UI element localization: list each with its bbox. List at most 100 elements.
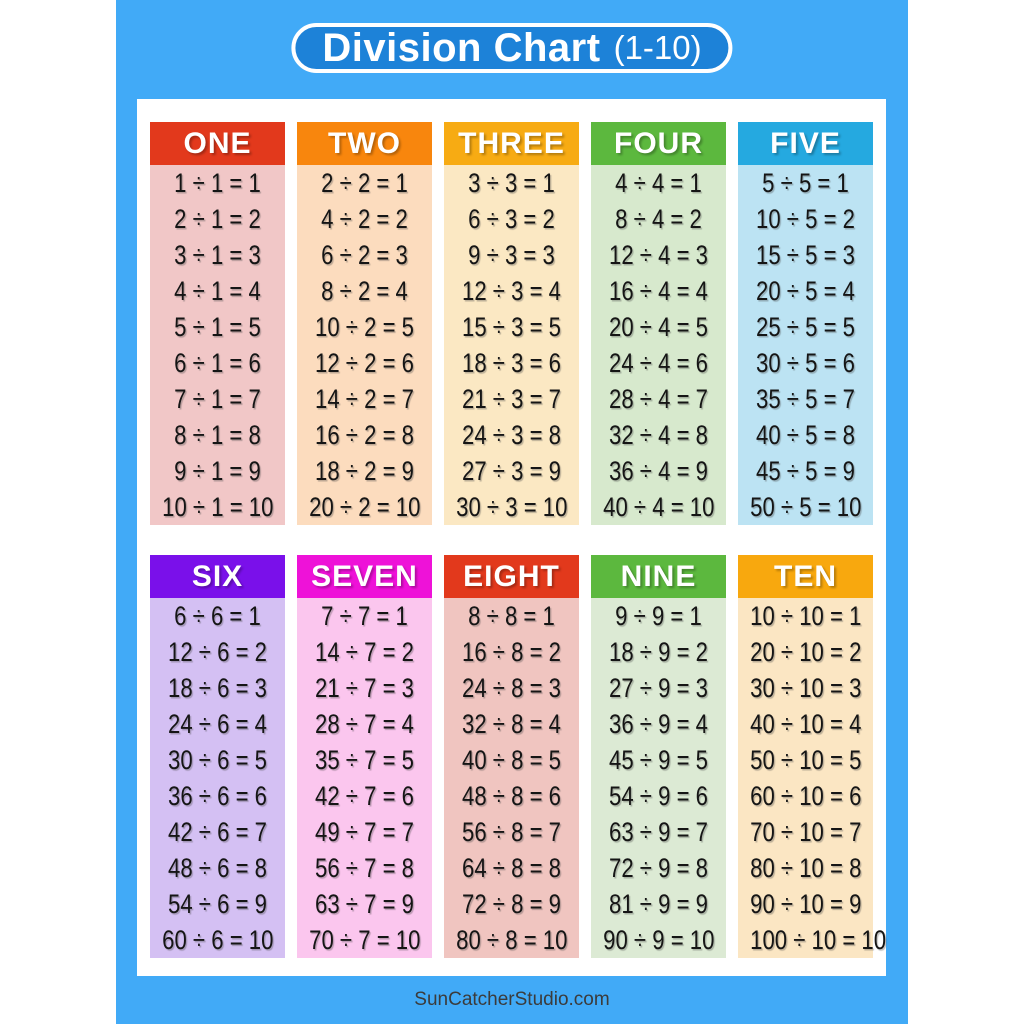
equation: 90 ÷ 10 = 9 bbox=[750, 889, 862, 919]
column-header: THREE bbox=[444, 122, 579, 165]
equation: 10 ÷ 10 = 1 bbox=[750, 601, 862, 631]
division-grid: ONE 1 ÷ 1 = 1 2 ÷ 1 = 2 3 ÷ 1 = 3 4 ÷ 1 = 4 5… bbox=[150, 122, 886, 958]
equation: 24 ÷ 6 = 4 bbox=[168, 709, 267, 739]
division-column-two: TWO 2 ÷ 2 = 1 4 ÷ 2 = 2 6 ÷ 2 = 3 8 ÷ 2 = 4 1… bbox=[297, 122, 432, 525]
equation: 28 ÷ 4 = 7 bbox=[609, 384, 708, 414]
column-body: 8 ÷ 8 = 1 16 ÷ 8 = 2 24 ÷ 8 = 3 32 ÷ 8 = 4 4… bbox=[444, 598, 579, 958]
title-banner: Division Chart (1-10) bbox=[291, 23, 733, 73]
equation: 6 ÷ 2 = 3 bbox=[321, 240, 408, 270]
equation: 12 ÷ 4 = 3 bbox=[609, 240, 708, 270]
equation: 12 ÷ 2 = 6 bbox=[315, 348, 414, 378]
equation: 28 ÷ 7 = 4 bbox=[315, 709, 414, 739]
division-column-ten: TEN 10 ÷ 10 = 1 20 ÷ 10 = 2 30 ÷ 10 = 3 40 ÷… bbox=[738, 555, 886, 958]
column-body: 4 ÷ 4 = 1 8 ÷ 4 = 2 12 ÷ 4 = 3 16 ÷ 4 = 4 20… bbox=[591, 165, 726, 525]
equation: 18 ÷ 6 = 3 bbox=[168, 673, 267, 703]
equation: 30 ÷ 5 = 6 bbox=[756, 348, 855, 378]
column-header: TEN bbox=[738, 555, 873, 598]
equation: 60 ÷ 10 = 6 bbox=[750, 781, 862, 811]
equation: 32 ÷ 4 = 8 bbox=[609, 420, 708, 450]
equation: 3 ÷ 3 = 1 bbox=[468, 168, 555, 198]
equation: 36 ÷ 9 = 4 bbox=[609, 709, 708, 739]
poster-title: Division Chart bbox=[322, 25, 601, 70]
column-header: FOUR bbox=[591, 122, 726, 165]
division-column-one: ONE 1 ÷ 1 = 1 2 ÷ 1 = 2 3 ÷ 1 = 3 4 ÷ 1 = 4 5… bbox=[150, 122, 285, 525]
equation: 1 ÷ 1 = 1 bbox=[174, 168, 261, 198]
equation: 4 ÷ 2 = 2 bbox=[321, 204, 408, 234]
equation: 15 ÷ 3 = 5 bbox=[462, 312, 561, 342]
equation: 20 ÷ 5 = 4 bbox=[756, 276, 855, 306]
equation: 50 ÷ 5 = 10 bbox=[750, 492, 862, 522]
column-header: SEVEN bbox=[297, 555, 432, 598]
division-column-six: SIX 6 ÷ 6 = 1 12 ÷ 6 = 2 18 ÷ 6 = 3 24 ÷ 6 =… bbox=[150, 555, 285, 958]
equation: 35 ÷ 7 = 5 bbox=[315, 745, 414, 775]
equation: 24 ÷ 4 = 6 bbox=[609, 348, 708, 378]
equation: 12 ÷ 6 = 2 bbox=[168, 637, 267, 667]
equation: 30 ÷ 10 = 3 bbox=[750, 673, 862, 703]
equation: 5 ÷ 5 = 1 bbox=[762, 168, 849, 198]
column-header: SIX bbox=[150, 555, 285, 598]
equation: 54 ÷ 9 = 6 bbox=[609, 781, 708, 811]
equation: 20 ÷ 2 = 10 bbox=[309, 492, 421, 522]
division-column-nine: NINE 9 ÷ 9 = 1 18 ÷ 9 = 2 27 ÷ 9 = 3 36 ÷ 9 … bbox=[591, 555, 726, 958]
equation: 2 ÷ 1 = 2 bbox=[174, 204, 261, 234]
equation: 48 ÷ 8 = 6 bbox=[462, 781, 561, 811]
column-body: 7 ÷ 7 = 1 14 ÷ 7 = 2 21 ÷ 7 = 3 28 ÷ 7 = 4 3… bbox=[297, 598, 432, 958]
equation: 8 ÷ 1 = 8 bbox=[174, 420, 261, 450]
equation: 12 ÷ 3 = 4 bbox=[462, 276, 561, 306]
equation: 80 ÷ 10 = 8 bbox=[750, 853, 862, 883]
equation: 4 ÷ 1 = 4 bbox=[174, 276, 261, 306]
equation: 45 ÷ 5 = 9 bbox=[756, 456, 855, 486]
column-body: 5 ÷ 5 = 1 10 ÷ 5 = 2 15 ÷ 5 = 3 20 ÷ 5 = 4 2… bbox=[738, 165, 873, 525]
equation: 63 ÷ 7 = 9 bbox=[315, 889, 414, 919]
equation: 6 ÷ 3 = 2 bbox=[468, 204, 555, 234]
equation: 30 ÷ 6 = 5 bbox=[168, 745, 267, 775]
equation: 6 ÷ 6 = 1 bbox=[174, 601, 261, 631]
equation: 36 ÷ 4 = 9 bbox=[609, 456, 708, 486]
equation: 30 ÷ 3 = 10 bbox=[456, 492, 568, 522]
equation: 81 ÷ 9 = 9 bbox=[609, 889, 708, 919]
equation: 24 ÷ 3 = 8 bbox=[462, 420, 561, 450]
division-column-four: FOUR 4 ÷ 4 = 1 8 ÷ 4 = 2 12 ÷ 4 = 3 16 ÷ 4 =… bbox=[591, 122, 726, 525]
division-column-three: THREE 3 ÷ 3 = 1 6 ÷ 3 = 2 9 ÷ 3 = 3 12 ÷ 3 =… bbox=[444, 122, 579, 525]
equation: 20 ÷ 4 = 5 bbox=[609, 312, 708, 342]
division-column-eight: EIGHT 8 ÷ 8 = 1 16 ÷ 8 = 2 24 ÷ 8 = 3 32 ÷ 8… bbox=[444, 555, 579, 958]
column-body: 6 ÷ 6 = 1 12 ÷ 6 = 2 18 ÷ 6 = 3 24 ÷ 6 = 4 3… bbox=[150, 598, 285, 958]
equation: 56 ÷ 8 = 7 bbox=[462, 817, 561, 847]
column-header: NINE bbox=[591, 555, 726, 598]
equation: 15 ÷ 5 = 3 bbox=[756, 240, 855, 270]
division-poster: Division Chart (1-10) ONE 1 ÷ 1 = 1 2 ÷ 1 … bbox=[116, 0, 908, 1024]
equation: 10 ÷ 5 = 2 bbox=[756, 204, 855, 234]
equation: 24 ÷ 8 = 3 bbox=[462, 673, 561, 703]
equation: 35 ÷ 5 = 7 bbox=[756, 384, 855, 414]
equation: 8 ÷ 4 = 2 bbox=[615, 204, 702, 234]
column-header: ONE bbox=[150, 122, 285, 165]
equation: 36 ÷ 6 = 6 bbox=[168, 781, 267, 811]
equation: 63 ÷ 9 = 7 bbox=[609, 817, 708, 847]
equation: 42 ÷ 6 = 7 bbox=[168, 817, 267, 847]
equation: 4 ÷ 4 = 1 bbox=[615, 168, 702, 198]
equation: 40 ÷ 5 = 8 bbox=[756, 420, 855, 450]
equation: 18 ÷ 2 = 9 bbox=[315, 456, 414, 486]
equation: 18 ÷ 3 = 6 bbox=[462, 348, 561, 378]
equation: 48 ÷ 6 = 8 bbox=[168, 853, 267, 883]
equation: 70 ÷ 10 = 7 bbox=[750, 817, 862, 847]
equation: 6 ÷ 1 = 6 bbox=[174, 348, 261, 378]
column-header: EIGHT bbox=[444, 555, 579, 598]
equation: 20 ÷ 10 = 2 bbox=[750, 637, 862, 667]
footer-credit: SunCatcherStudio.com bbox=[414, 989, 610, 1010]
equation: 80 ÷ 8 = 10 bbox=[456, 925, 568, 955]
equation: 40 ÷ 8 = 5 bbox=[462, 745, 561, 775]
equation: 72 ÷ 9 = 8 bbox=[609, 853, 708, 883]
equation: 14 ÷ 7 = 2 bbox=[315, 637, 414, 667]
equation: 9 ÷ 3 = 3 bbox=[468, 240, 555, 270]
equation: 50 ÷ 10 = 5 bbox=[750, 745, 862, 775]
column-header: TWO bbox=[297, 122, 432, 165]
chart-panel: ONE 1 ÷ 1 = 1 2 ÷ 1 = 2 3 ÷ 1 = 3 4 ÷ 1 = 4 5… bbox=[137, 99, 886, 976]
column-body: 9 ÷ 9 = 1 18 ÷ 9 = 2 27 ÷ 9 = 3 36 ÷ 9 = 4 4… bbox=[591, 598, 726, 958]
equation: 27 ÷ 3 = 9 bbox=[462, 456, 561, 486]
equation: 90 ÷ 9 = 10 bbox=[603, 925, 715, 955]
equation: 18 ÷ 9 = 2 bbox=[609, 637, 708, 667]
division-column-seven: SEVEN 7 ÷ 7 = 1 14 ÷ 7 = 2 21 ÷ 7 = 3 28 ÷ 7… bbox=[297, 555, 432, 958]
equation: 5 ÷ 1 = 5 bbox=[174, 312, 261, 342]
equation: 70 ÷ 7 = 10 bbox=[309, 925, 421, 955]
